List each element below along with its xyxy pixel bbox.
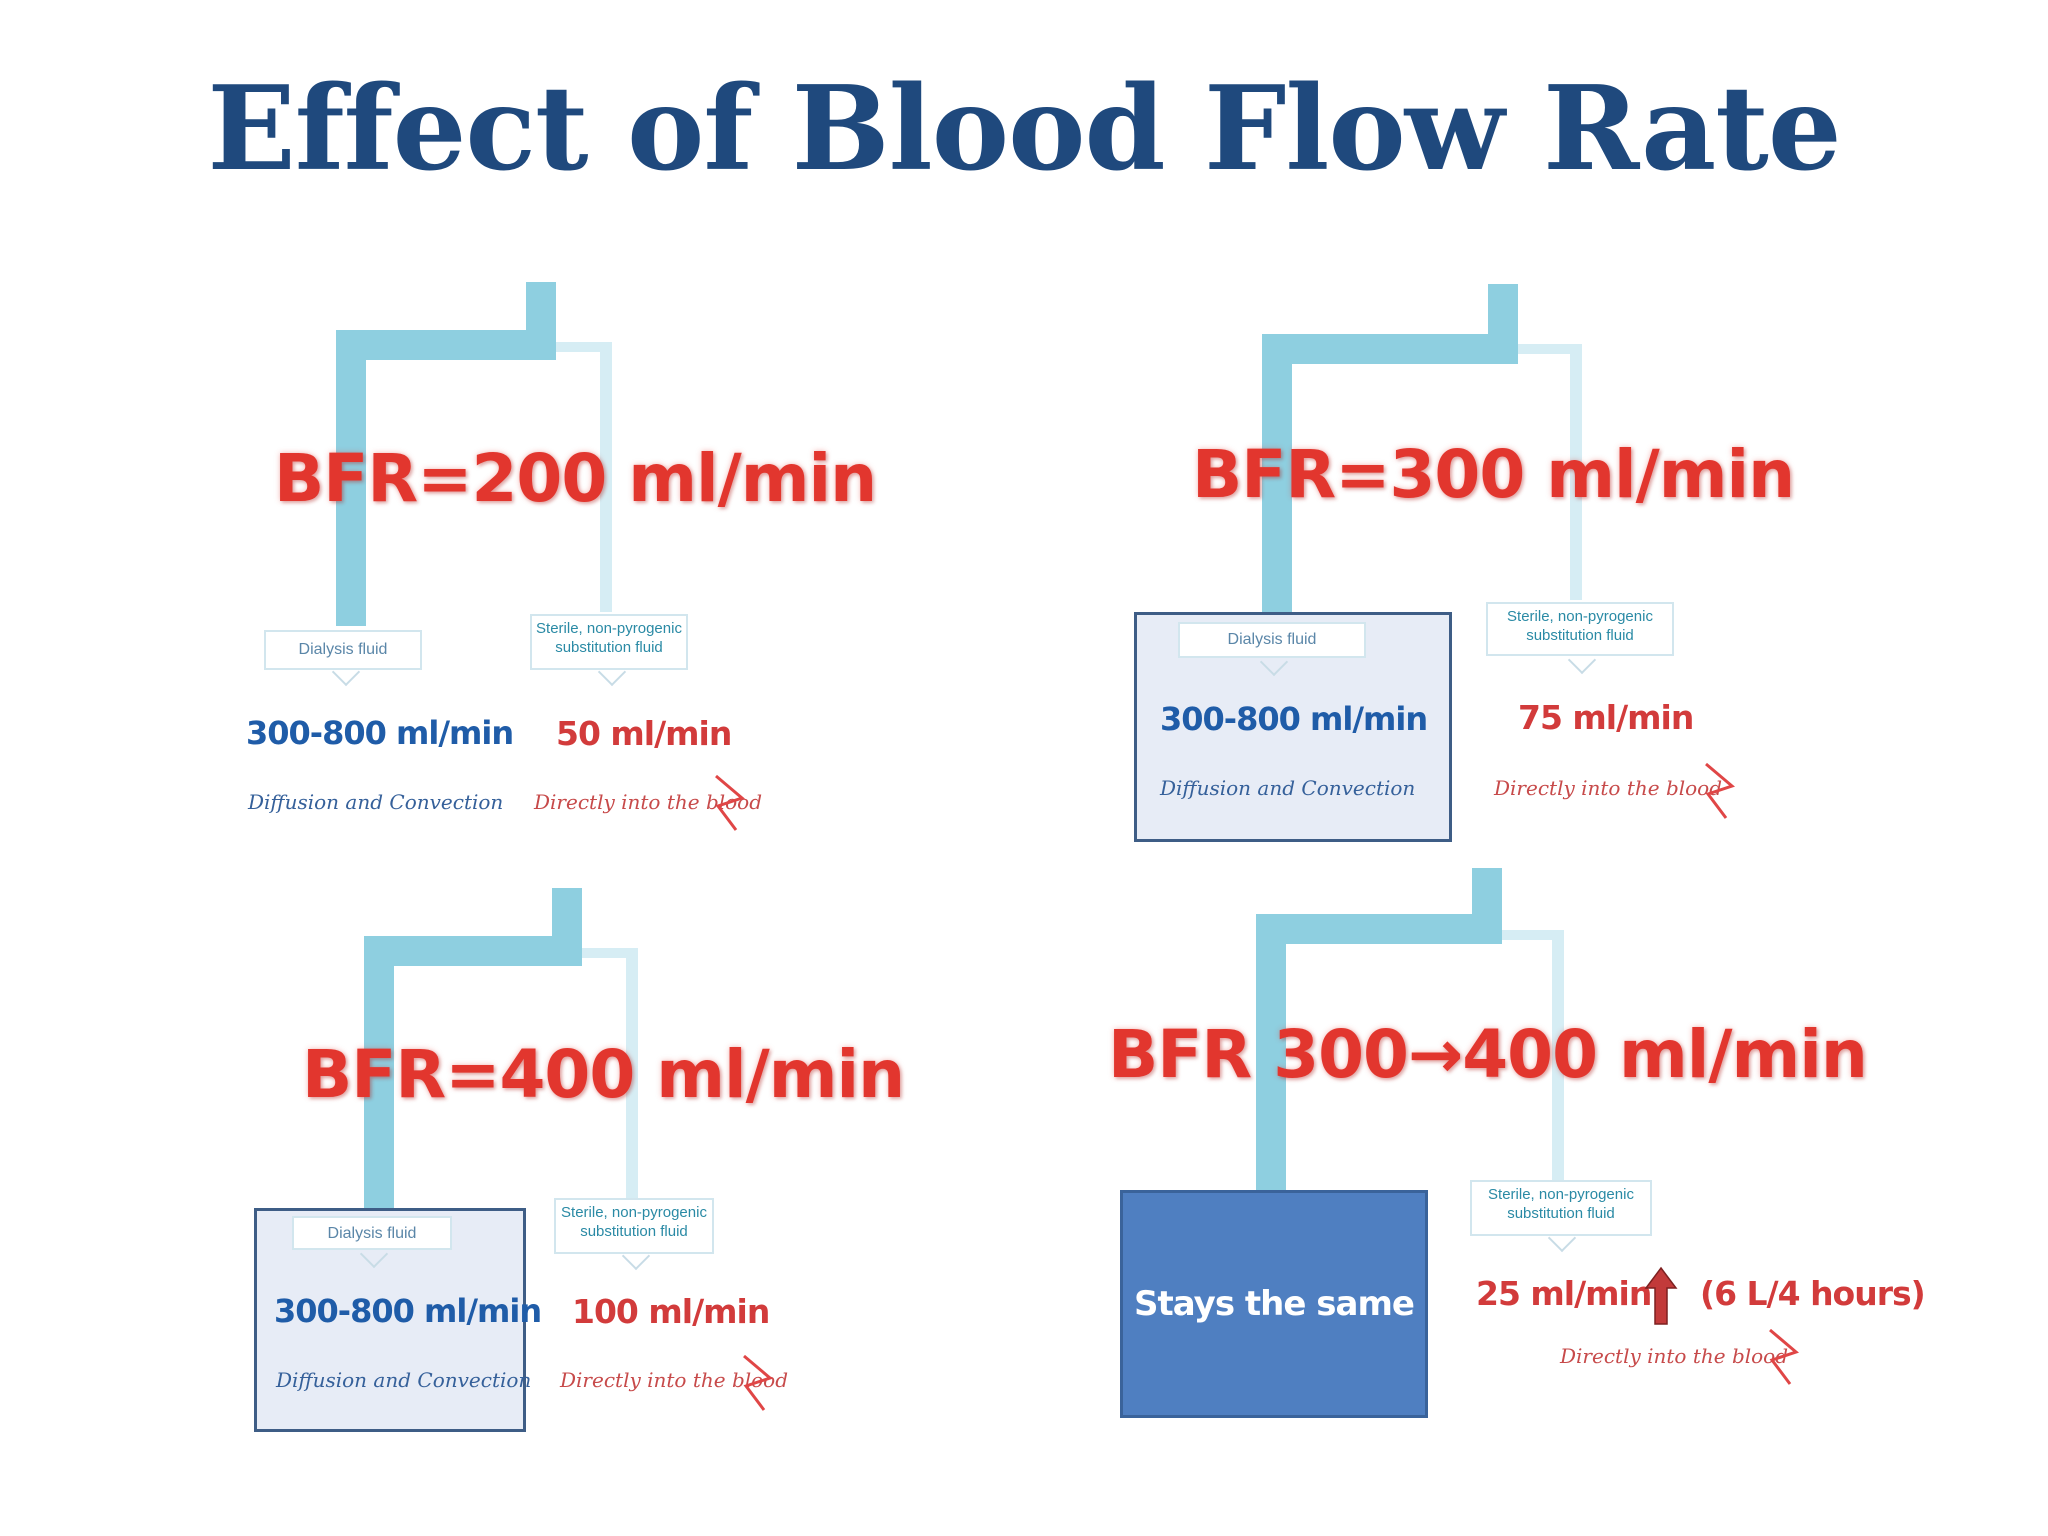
substitution-rate: 50 ml/min <box>556 714 732 753</box>
substitution-pipe <box>1496 930 1564 940</box>
page-title: Effect of Blood Flow Rate <box>207 61 1841 197</box>
blood-pipe <box>1262 334 1518 364</box>
substitution-rate: 100 ml/min <box>572 1292 770 1331</box>
blood-pipe <box>1256 914 1502 944</box>
dialysis-note: Diffusion and Convection <box>248 790 504 814</box>
substitution-pipe <box>580 948 638 958</box>
dialysis-note: Diffusion and Convection <box>1160 776 1416 800</box>
substitution-rate: 75 ml/min <box>1518 698 1694 737</box>
blood-pipe <box>1262 334 1292 616</box>
substitution-fluid-label: Sterile, non-pyrogenic substitution flui… <box>1470 1180 1652 1236</box>
substitution-pipe <box>1510 344 1582 354</box>
blood-pipe <box>336 330 366 626</box>
dialysis-fluid-label: Dialysis fluid <box>264 630 422 670</box>
swoosh-icon <box>1769 1328 1800 1385</box>
substitution-pipe <box>600 342 612 612</box>
substitution-note: Directly into the blood <box>560 1368 789 1392</box>
dialysis-note: Diffusion and Convection <box>276 1368 532 1392</box>
substitution-fluid-label: Sterile, non-pyrogenic substitution flui… <box>554 1198 714 1254</box>
up-arrow-icon <box>1644 1266 1678 1325</box>
substitution-rate: 25 ml/min <box>1476 1274 1652 1313</box>
substitution-fluid-label: Sterile, non-pyrogenic substitution flui… <box>530 614 688 670</box>
swoosh-icon <box>715 774 746 831</box>
substitution-fluid-label: Sterile, non-pyrogenic substitution flui… <box>1486 602 1674 656</box>
swoosh-icon <box>1705 762 1736 819</box>
bfr-label: BFR=200 ml/min <box>274 440 877 517</box>
substitution-pipe <box>550 342 612 352</box>
substitution-note: Directly into the blood <box>1560 1344 1789 1368</box>
total-volume: (6 L/4 hours) <box>1700 1274 1926 1313</box>
swoosh-icon <box>743 1354 774 1411</box>
blood-pipe <box>364 936 394 1220</box>
blood-pipe <box>336 330 556 360</box>
dialysis-rate: 300-800 ml/min <box>1160 700 1428 738</box>
dialysis-fluid-label: Dialysis fluid <box>1178 622 1366 658</box>
substitution-pipe <box>626 948 638 1210</box>
substitution-pipe <box>1570 344 1582 600</box>
bfr-label: BFR 300→400 ml/min <box>1108 1016 1868 1093</box>
dialysis-fluid-label: Dialysis fluid <box>292 1216 452 1250</box>
substitution-note: Directly into the blood <box>1494 776 1723 800</box>
bfr-label: BFR=300 ml/min <box>1192 436 1795 513</box>
dialysis-stays-same-box: Stays the same <box>1120 1190 1428 1418</box>
substitution-note: Directly into the blood <box>534 790 763 814</box>
substitution-pipe <box>1552 930 1564 1190</box>
blood-pipe <box>1256 914 1286 1196</box>
dialysis-rate: 300-800 ml/min <box>274 1292 542 1330</box>
bfr-label: BFR=400 ml/min <box>302 1036 905 1113</box>
blood-pipe <box>364 936 582 966</box>
dialysis-rate: 300-800 ml/min <box>246 714 514 752</box>
